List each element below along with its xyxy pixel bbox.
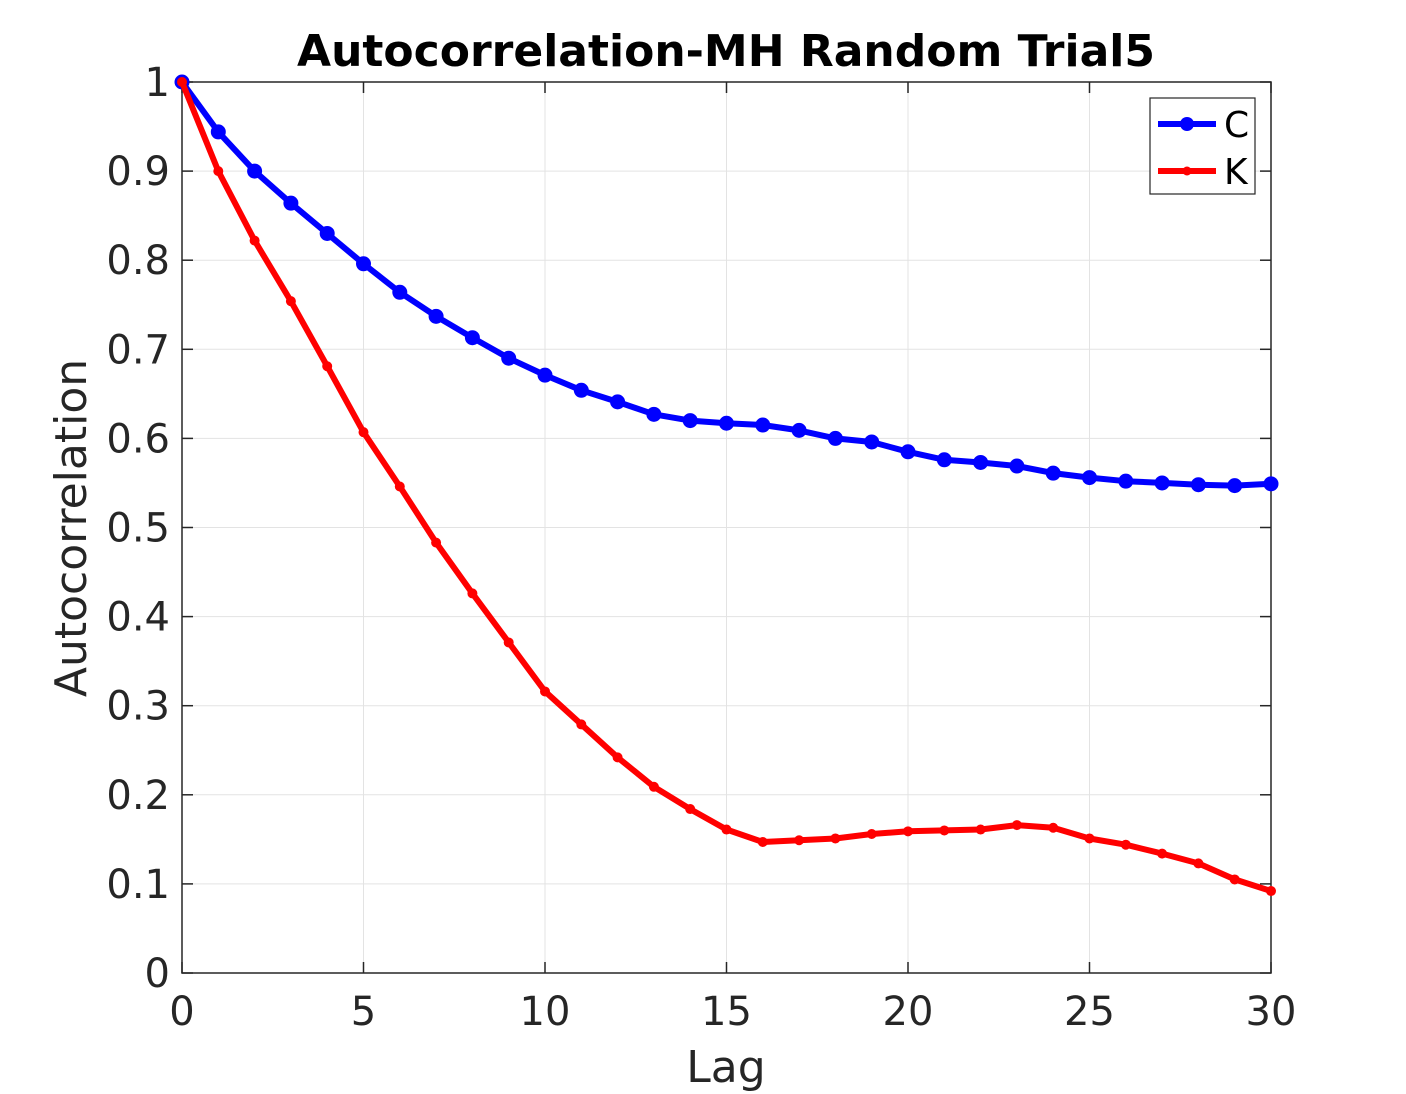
legend-box — [1149, 97, 1256, 195]
x-tick-label: 5 — [351, 989, 376, 1035]
y-tick-label: 0.2 — [106, 773, 170, 819]
data-point-c — [392, 284, 408, 300]
data-point-k — [503, 637, 514, 648]
y-tick-label: 0.5 — [106, 506, 170, 552]
data-point-c — [1154, 475, 1170, 491]
data-point-c — [356, 256, 371, 272]
y-tick-label: 0 — [145, 951, 170, 997]
data-point-c — [1190, 477, 1206, 493]
data-point-c — [791, 422, 807, 438]
y-tick-label: 0.4 — [106, 595, 170, 641]
data-point-c — [247, 163, 263, 179]
data-point-c — [319, 225, 335, 241]
data-point-c — [464, 330, 480, 346]
y-tick-label: 0.1 — [106, 862, 170, 908]
y-tick-label: 0.9 — [106, 149, 170, 195]
data-point-c — [719, 415, 734, 431]
data-point-k — [866, 829, 877, 840]
legend-label-c: C — [1224, 105, 1249, 146]
data-point-k — [213, 166, 224, 177]
data-point-k — [757, 837, 768, 848]
x-tick-label: 25 — [1064, 989, 1115, 1035]
data-point-k — [1084, 833, 1095, 844]
data-point-c — [428, 308, 444, 324]
y-tick-label: 0.3 — [106, 684, 170, 730]
data-point-c — [210, 124, 226, 140]
data-point-k — [431, 537, 442, 548]
data-point-k — [1229, 874, 1240, 885]
data-point-k — [576, 719, 587, 730]
data-point-k — [322, 361, 333, 372]
y-axis-label: Autocorrelation — [46, 359, 97, 697]
data-point-c — [646, 406, 662, 422]
axis-ticks: 0 5 10 15 20 25 30 0 0.1 0.2 0.3 0.4 0.5 0.6 0.7 0.8 0.9… — [106, 60, 1296, 1035]
legend: CK — [1149, 97, 1256, 195]
data-point-c — [973, 454, 989, 470]
data-point-c — [755, 417, 771, 433]
data-point-k — [249, 235, 260, 246]
data-point-c — [682, 413, 698, 429]
data-point-c — [1045, 465, 1061, 481]
data-point-k — [467, 588, 478, 599]
data-point-k — [358, 427, 369, 438]
x-tick-label: 20 — [883, 989, 934, 1035]
x-tick-label: 10 — [520, 989, 571, 1035]
data-point-k — [721, 824, 732, 835]
data-point-k — [177, 77, 187, 87]
data-point-c — [283, 195, 299, 211]
data-point-c — [1118, 473, 1134, 489]
data-point-k — [540, 686, 550, 697]
y-tick-label: 0.8 — [106, 238, 170, 284]
x-tick-label: 30 — [1246, 989, 1297, 1035]
series-group — [174, 74, 1279, 897]
data-point-c — [1082, 470, 1097, 486]
data-point-c — [864, 434, 880, 450]
data-point-c — [827, 430, 843, 446]
data-point-c — [900, 444, 916, 460]
data-point-k — [648, 781, 659, 792]
data-point-k — [1157, 848, 1168, 859]
data-point-c — [537, 367, 553, 383]
legend-label-k: K — [1224, 152, 1249, 193]
data-point-k — [1011, 820, 1022, 831]
x-tick-label: 15 — [701, 989, 752, 1035]
y-tick-label: 0.7 — [106, 327, 170, 373]
y-tick-label: 1 — [145, 60, 170, 106]
x-tick-label: 0 — [169, 989, 194, 1035]
data-point-k — [975, 824, 986, 835]
data-point-c — [936, 452, 952, 468]
data-point-k — [1193, 858, 1204, 869]
x-axis-label: Lag — [686, 1042, 765, 1093]
data-point-k — [1048, 822, 1059, 833]
data-point-k — [685, 804, 696, 815]
data-point-k — [830, 833, 841, 844]
data-point-c — [610, 394, 626, 410]
data-point-c — [573, 382, 589, 398]
data-point-c — [501, 350, 517, 366]
data-point-k — [1266, 886, 1276, 897]
data-point-c — [1227, 478, 1243, 494]
data-point-k — [612, 752, 623, 763]
data-point-k — [285, 296, 296, 307]
data-point-k — [903, 826, 913, 837]
data-point-k — [939, 825, 950, 836]
data-point-c — [1009, 458, 1025, 474]
data-point-k — [1120, 839, 1131, 850]
data-point-k — [794, 835, 805, 846]
legend-marker-c — [1180, 117, 1194, 131]
chart-title: Autocorrelation-MH Random Trial5 — [297, 26, 1155, 77]
y-tick-label: 0.6 — [106, 416, 170, 462]
data-point-c — [1263, 476, 1279, 492]
data-point-k — [394, 481, 405, 492]
legend-marker-k — [1182, 166, 1192, 176]
